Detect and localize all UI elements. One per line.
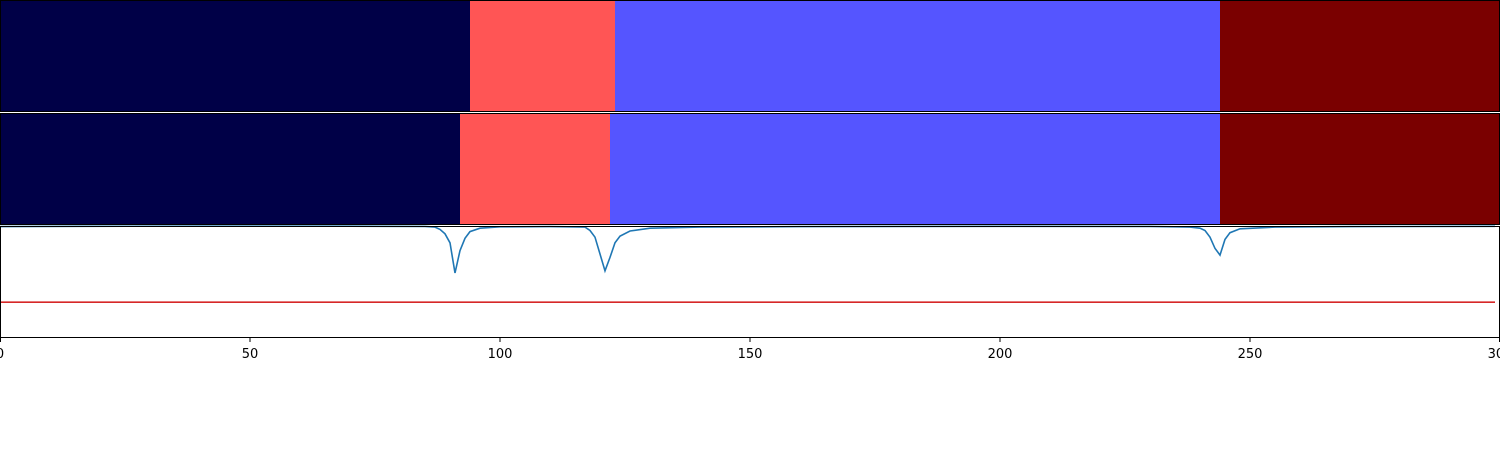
x-tick-label-100: 100 — [488, 347, 513, 362]
prediction-segment-3 — [1220, 113, 1500, 225]
prediction-segment-bar — [0, 113, 1500, 225]
x-tick-label-50: 50 — [242, 347, 259, 362]
ground-truth-segment-3 — [1220, 0, 1500, 112]
x-tick-label-0: 0 — [0, 347, 4, 362]
x-tick-label-150: 150 — [738, 347, 763, 362]
x-axis: 0 50 100 150 200 250 300 — [0, 338, 1500, 362]
x-tick-label-300: 300 — [1488, 347, 1500, 362]
prediction-segment-1 — [460, 113, 610, 225]
ground-truth-segment-bar — [0, 0, 1500, 112]
prediction-segment-0 — [0, 113, 460, 225]
ground-truth-segment-2 — [615, 0, 1220, 112]
x-tick-label-200: 200 — [988, 347, 1013, 362]
confidence-plot — [0, 225, 1496, 304]
x-tick-label-250: 250 — [1238, 347, 1263, 362]
confidence-series-0-line — [0, 225, 1496, 274]
ground-truth-segment-1 — [470, 0, 615, 112]
prediction-segment-2 — [610, 113, 1220, 225]
ground-truth-segment-0 — [0, 0, 470, 112]
